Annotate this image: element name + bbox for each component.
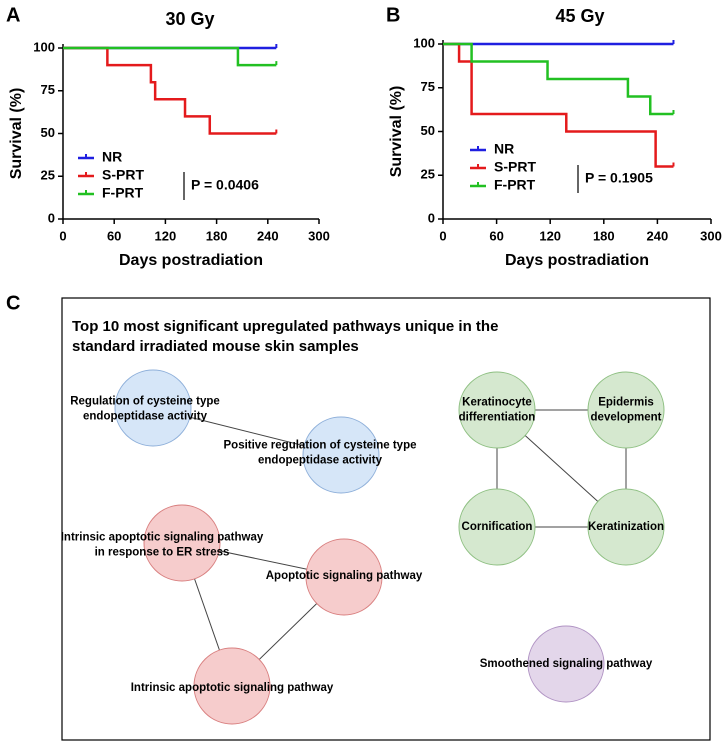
node-label: Keratinocyte [462, 397, 532, 409]
x-tick-label: 240 [257, 228, 279, 243]
legend-label: NR [494, 141, 514, 157]
node [305, 538, 383, 616]
y-tick-label: 50 [421, 123, 435, 138]
chart-title: 45 Gy [555, 6, 604, 26]
network-title: standard irradiated mouse skin samples [72, 338, 359, 355]
x-tick-label: 300 [308, 228, 330, 243]
node [458, 371, 536, 449]
node-label: Intrinsic apoptotic signaling pathway [61, 532, 264, 544]
network-title: Top 10 most significant upregulated path… [72, 318, 498, 335]
legend-label: S-PRT [102, 167, 144, 183]
y-tick-label: 75 [421, 79, 435, 94]
node [193, 647, 271, 725]
legend-label: F-PRT [494, 177, 536, 193]
node-label: differentiation [459, 412, 536, 424]
legend-label: NR [102, 149, 122, 165]
node-label: Keratinization [588, 521, 664, 533]
node-label: Cornification [462, 521, 533, 533]
x-tick-label: 0 [439, 228, 446, 243]
x-tick-label: 120 [155, 228, 177, 243]
y-tick-label: 0 [48, 210, 55, 225]
node-label: Regulation of cysteine type [70, 396, 220, 408]
x-axis-label: Days postradiation [505, 252, 649, 269]
node-label: development [591, 412, 662, 424]
y-axis-label: Survival (%) [388, 86, 405, 178]
y-tick-label: 75 [41, 82, 55, 97]
node-label: endopeptidase activity [258, 455, 383, 467]
survival-curve [63, 46, 277, 67]
x-tick-label: 180 [593, 228, 615, 243]
node-label: Apoptotic signaling pathway [266, 570, 423, 582]
labels: Regulation of cysteine type endopeptidase… [61, 396, 664, 695]
nodes [114, 369, 665, 725]
node [527, 625, 605, 703]
node [114, 369, 192, 447]
y-tick-label: 100 [33, 39, 55, 54]
x-tick-label: 60 [107, 228, 121, 243]
x-tick-label: 0 [59, 228, 66, 243]
x-tick-label: 60 [489, 228, 503, 243]
x-tick-label: 300 [700, 228, 722, 243]
chart-title: 30 Gy [165, 9, 214, 29]
y-tick-label: 100 [413, 35, 435, 50]
node [587, 371, 665, 449]
survival-curve [63, 46, 277, 135]
panel-label: C [6, 292, 20, 314]
node-label: in response to ER stress [95, 547, 230, 559]
survival-curve [443, 42, 674, 168]
node [302, 416, 380, 494]
node-label: Positive regulation of cysteine type [224, 440, 417, 452]
panel-label: B [386, 4, 400, 26]
network-frame [61, 297, 711, 741]
node [143, 504, 221, 582]
p-value: P = 0.0406 [191, 177, 259, 193]
node-label: Intrinsic apoptotic signaling pathway [131, 682, 334, 694]
x-tick-label: 120 [539, 228, 561, 243]
y-tick-label: 25 [41, 168, 55, 183]
node-label: endopeptidase activity [83, 411, 208, 423]
survival-curve [443, 42, 674, 116]
node [458, 488, 536, 566]
x-tick-label: 240 [647, 228, 669, 243]
y-tick-label: 25 [421, 167, 435, 182]
x-axis-label: Days postradiation [119, 252, 263, 269]
legend-label: S-PRT [494, 159, 536, 175]
panel-label: A [6, 4, 20, 26]
y-tick-label: 50 [41, 125, 55, 140]
node-label: Smoothened signaling pathway [480, 658, 653, 670]
legend-label: F-PRT [102, 185, 144, 201]
x-tick-label: 180 [206, 228, 228, 243]
y-tick-label: 0 [428, 210, 435, 225]
y-axis-label: Survival (%) [8, 88, 25, 180]
node [587, 488, 665, 566]
node-label: Epidermis [598, 397, 654, 409]
p-value: P = 0.1905 [585, 170, 653, 186]
